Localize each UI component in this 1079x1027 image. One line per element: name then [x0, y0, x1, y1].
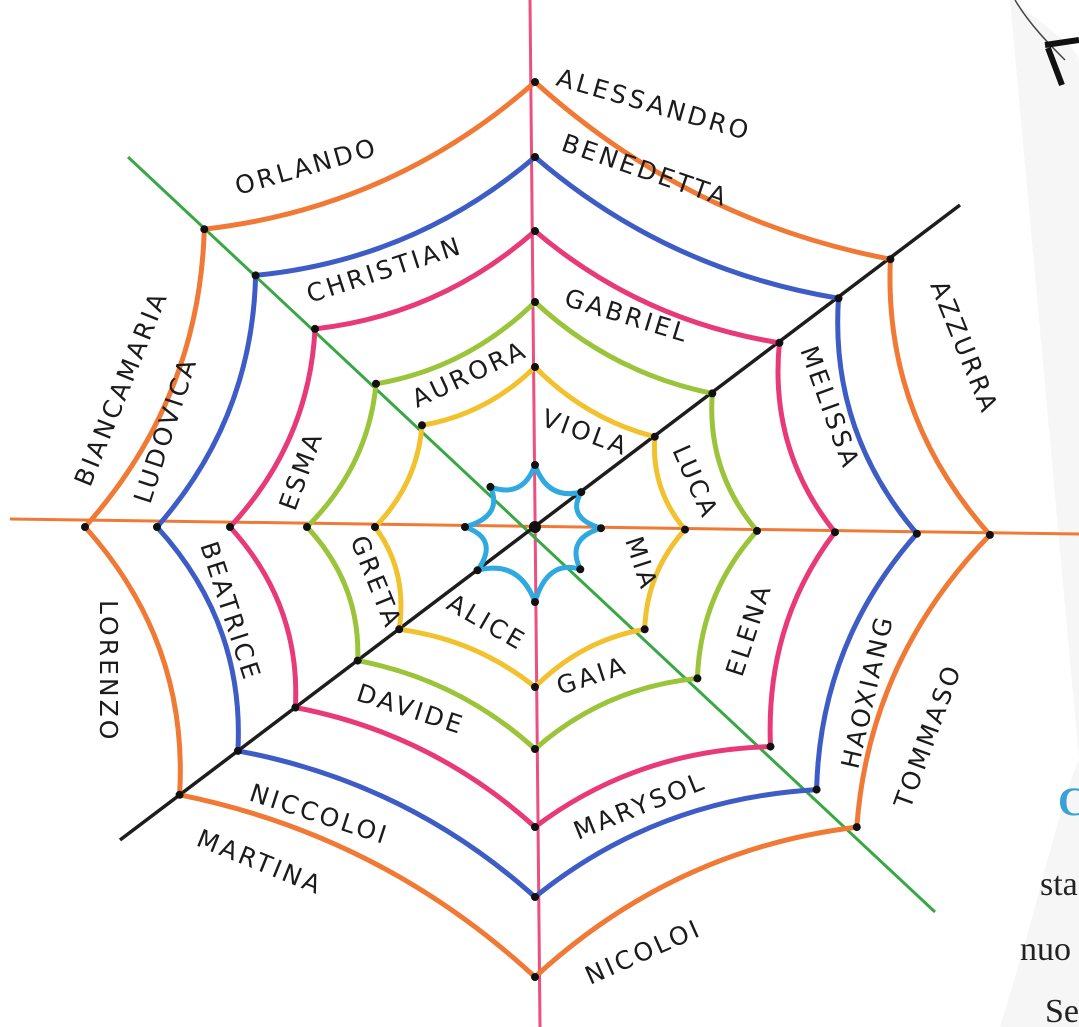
- web-knot: [371, 523, 379, 531]
- name-azzurra: AZZURRA: [924, 276, 1004, 418]
- web-knot: [175, 790, 184, 799]
- web-knot: [577, 488, 586, 497]
- web-knot: [486, 482, 495, 491]
- web-knot: [985, 530, 994, 539]
- web-knot: [597, 524, 605, 533]
- web-knot: [831, 528, 839, 537]
- page-text-line-2: nuo: [1020, 931, 1071, 968]
- web-knot: [531, 893, 539, 901]
- black-diagonal: [118, 203, 962, 842]
- web-knot: [834, 294, 843, 303]
- web-knot: [531, 745, 539, 753]
- web-knot: [852, 823, 861, 832]
- name-alice: ALICE: [442, 588, 532, 656]
- web-knot: [753, 526, 761, 535]
- web-knot: [640, 625, 649, 634]
- name-aurora: AURORA: [407, 335, 532, 414]
- web-knots: [81, 78, 994, 981]
- web-knot: [531, 598, 539, 606]
- web-knot: [226, 523, 234, 531]
- web-knot: [291, 703, 300, 712]
- name-martina: MARTINA: [193, 824, 328, 901]
- web-knot: [531, 363, 539, 371]
- web-knot: [531, 153, 539, 161]
- name-gaia: GAIA: [553, 651, 631, 701]
- green-diagonal: [126, 155, 937, 914]
- page-heading-fragment: C: [1058, 779, 1079, 824]
- web-knot: [81, 523, 89, 531]
- name-davide: DAVIDE: [353, 678, 468, 740]
- name-benedetta: BENEDETTA: [558, 128, 733, 212]
- web-knot: [531, 823, 539, 831]
- web-axes: [9, 0, 1079, 1027]
- web-knot: [531, 683, 539, 691]
- web-knot: [311, 324, 319, 333]
- web-knot: [531, 973, 539, 981]
- web-knot: [353, 656, 362, 665]
- web-knot: [650, 432, 659, 441]
- web-knot: [200, 225, 209, 234]
- web-knot: [531, 461, 539, 469]
- web-knot: [251, 271, 260, 280]
- page-text-line-1: sta: [1040, 866, 1078, 903]
- web-knot: [531, 227, 539, 235]
- web-knot: [418, 421, 426, 430]
- web-knot: [473, 566, 482, 575]
- web-knot: [531, 298, 539, 306]
- name-elena: ELENA: [720, 579, 777, 680]
- name-viola: VIOLA: [538, 403, 633, 461]
- name-melissa: MELISSA: [794, 342, 865, 473]
- name-christian: CHRISTIAN: [303, 231, 466, 309]
- web-knot: [766, 742, 775, 751]
- web-knot: [708, 389, 717, 398]
- web-knot: [395, 625, 404, 634]
- web-knot: [303, 523, 311, 531]
- web-center-knot: [529, 521, 541, 533]
- web-knot: [775, 338, 784, 347]
- torn-mark: [1044, 37, 1079, 87]
- name-mia: MIA: [619, 533, 664, 594]
- paper-corner: [1000, 0, 1079, 1027]
- name-lorenzo: LORENZO: [94, 600, 123, 742]
- paper-edge-line: [1014, 0, 1066, 61]
- name-esma: ESMA: [273, 427, 328, 514]
- web-knot: [153, 523, 161, 531]
- web-knot: [886, 255, 895, 264]
- web-knot: [461, 523, 469, 531]
- web-knot: [812, 785, 821, 794]
- web-knot: [531, 78, 539, 86]
- web-knot: [912, 529, 921, 538]
- web-knot: [681, 525, 689, 534]
- web-knot: [576, 565, 585, 574]
- web-knot: [693, 674, 702, 683]
- web-knot: [233, 746, 242, 755]
- name-tommaso: TOMMASO: [888, 660, 967, 813]
- web-knot: [372, 379, 380, 388]
- horizontal-axis: [9, 517, 1079, 536]
- page-text-line-3: Se: [1045, 993, 1079, 1027]
- vertical-axis: [528, 0, 542, 1027]
